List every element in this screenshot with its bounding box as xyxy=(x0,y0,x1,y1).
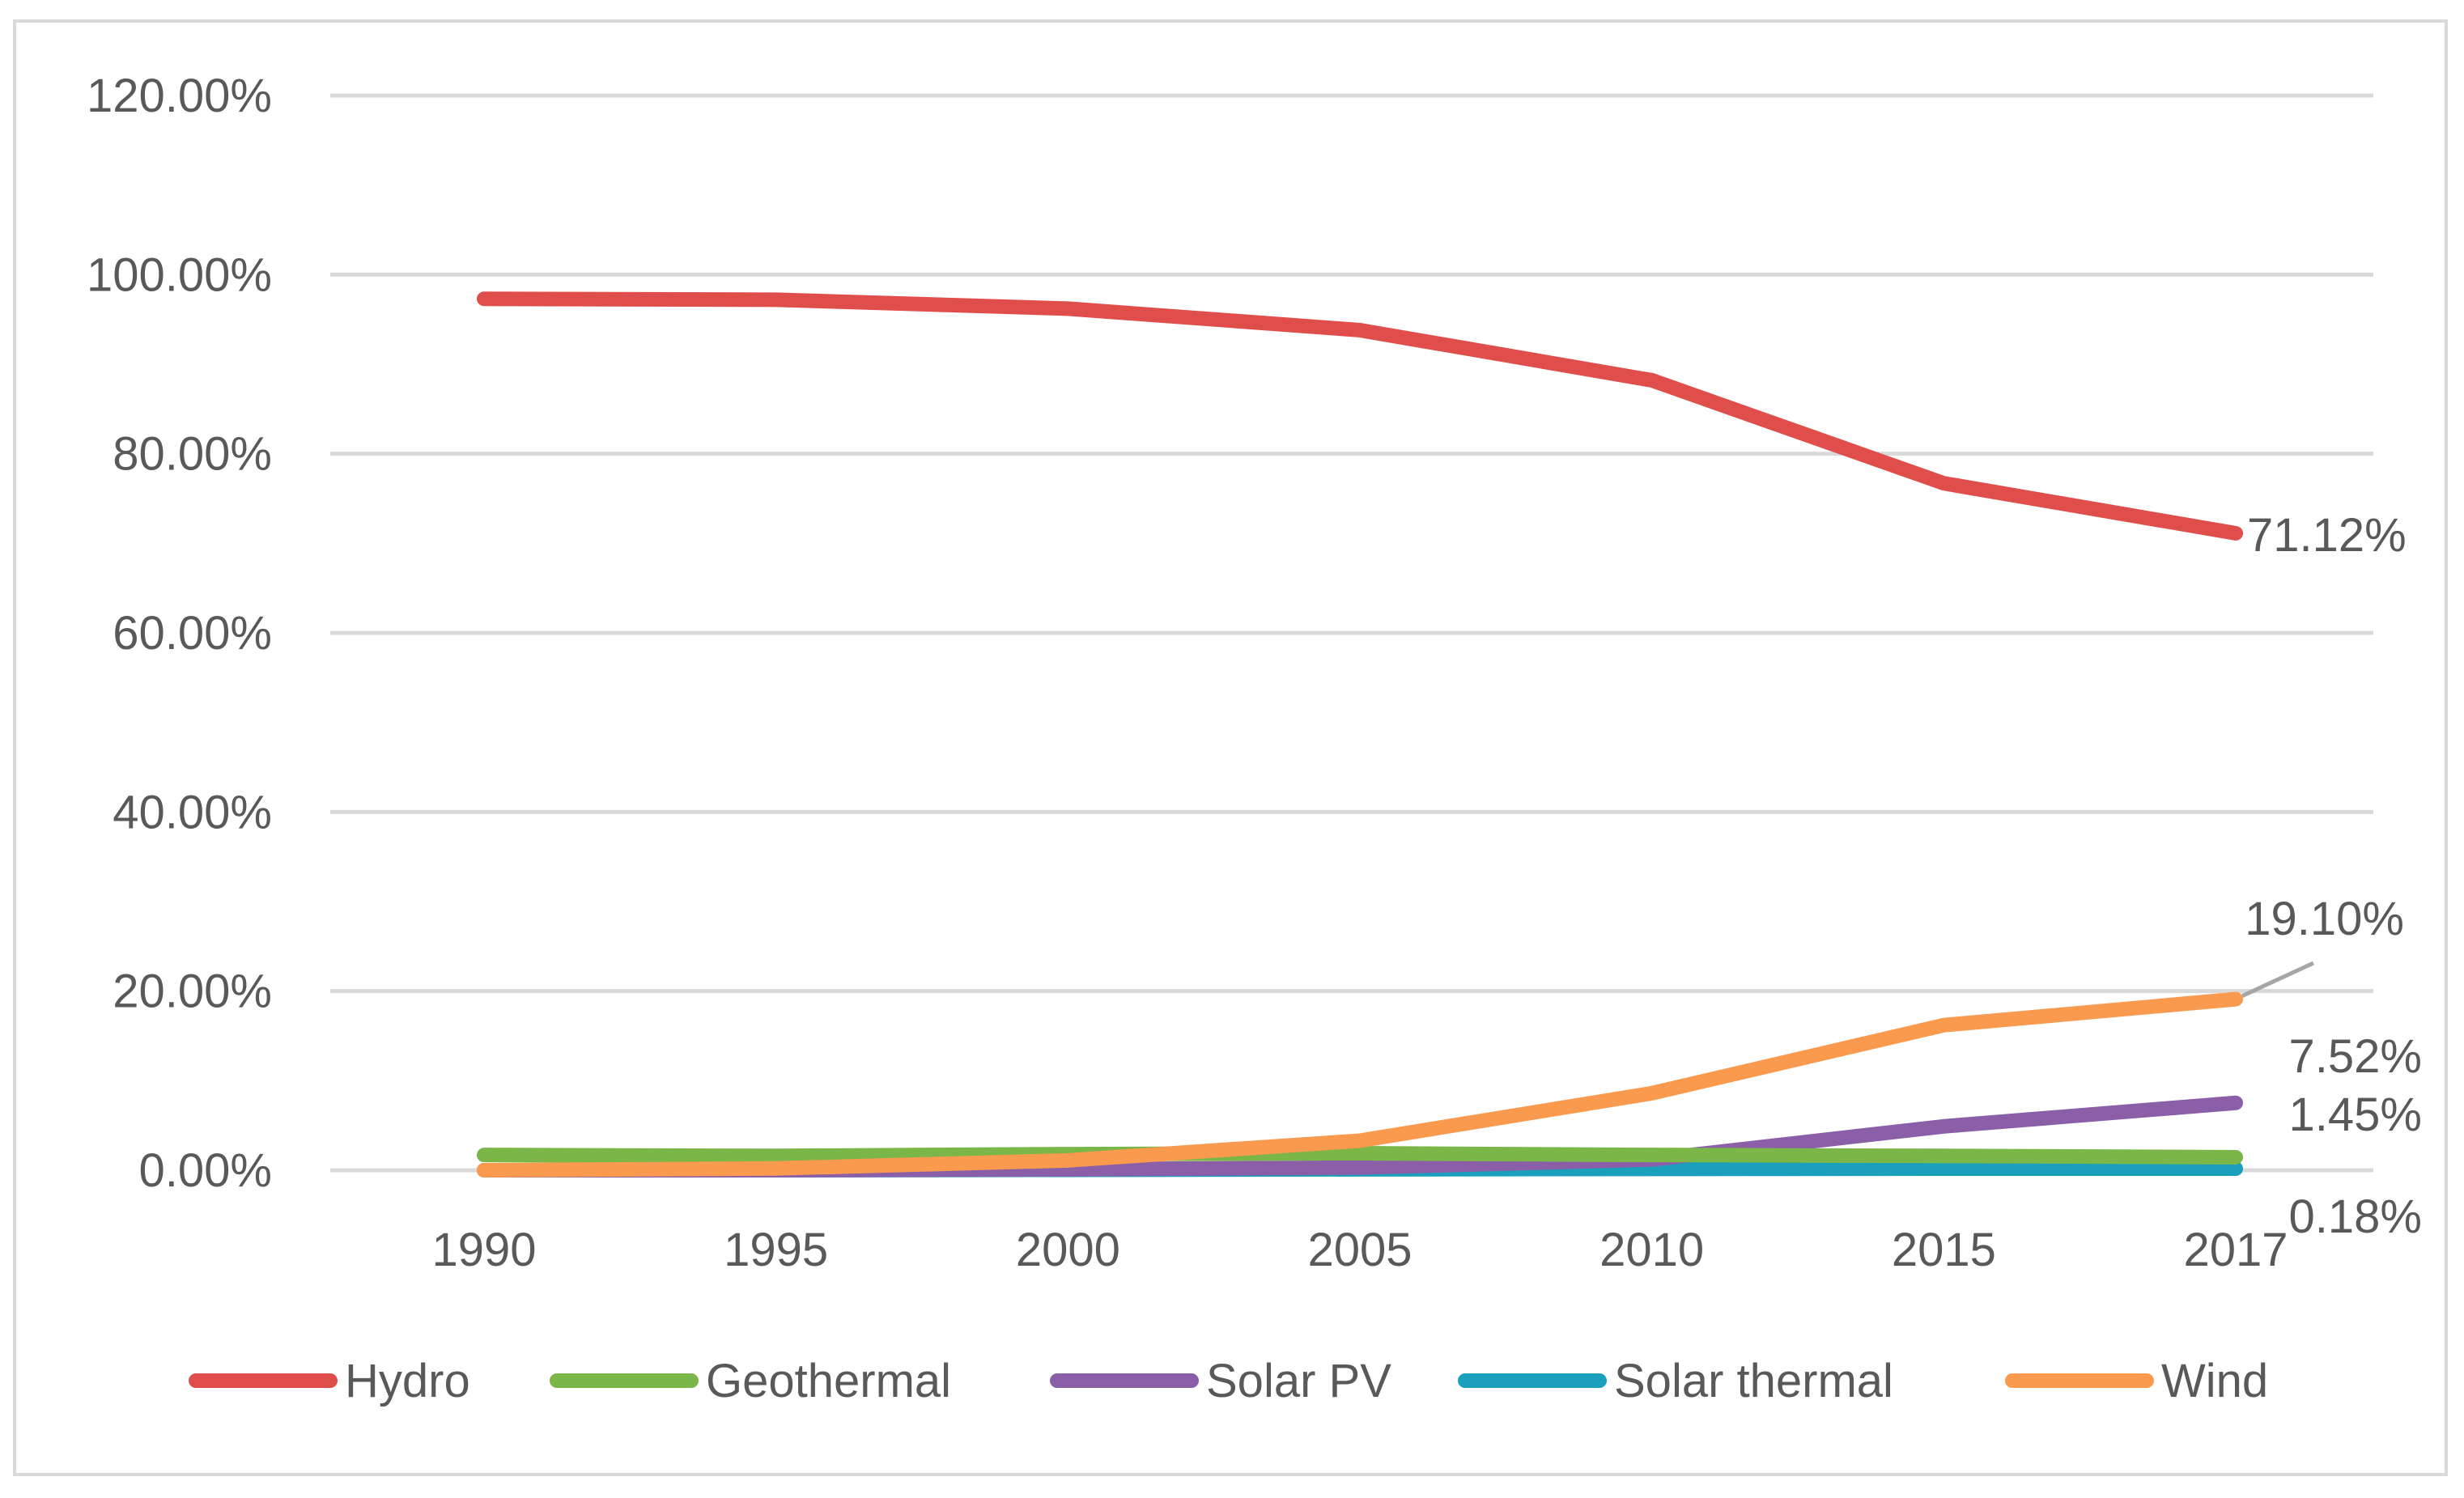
data-label-leader-line xyxy=(2241,961,2315,998)
x-tick-label: 1990 xyxy=(431,1224,536,1276)
y-tick-label: 120.00% xyxy=(87,70,272,122)
data-label-solar-thermal: 0.18% xyxy=(2289,1190,2422,1243)
y-axis-ticks: 0.00% 20.00% 40.00% 60.00% 80.00% 100.00% 120.… xyxy=(87,70,272,1197)
x-axis-ticks: 1990 1995 2000 2005 2010 2015 2017 xyxy=(431,1224,2288,1276)
x-tick-label: 2000 xyxy=(1016,1224,1120,1276)
y-tick-label: 100.00% xyxy=(87,248,272,301)
data-label-wind: 19.10% xyxy=(2245,893,2404,945)
legend-label-geothermal: Geothermal xyxy=(706,1355,951,1407)
series-line-geothermal xyxy=(477,1145,2243,1165)
series-line-hydro xyxy=(477,291,2243,541)
legend: Hydro Geothermal Solar PV Solar thermal Wind xyxy=(189,1355,2268,1407)
legend-label-solar-thermal: Solar thermal xyxy=(1614,1355,1893,1407)
y-tick-label: 0.00% xyxy=(139,1144,272,1197)
legend-label-wind: Wind xyxy=(2161,1355,2268,1407)
chart-frame xyxy=(13,19,2448,1476)
x-tick-label: 2017 xyxy=(2183,1224,2288,1276)
x-tick-label: 2015 xyxy=(1892,1224,1996,1276)
data-label-hydro: 71.12% xyxy=(2247,509,2407,562)
series-lines xyxy=(477,291,2243,1178)
legend-label-solar-pv: Solar PV xyxy=(1206,1355,1391,1407)
x-tick-label: 2005 xyxy=(1307,1224,1412,1276)
y-tick-label: 40.00% xyxy=(113,786,272,838)
data-label-solar-pv: 7.52% xyxy=(2289,1030,2422,1083)
x-tick-label: 2010 xyxy=(1599,1224,1704,1276)
data-labels: 71.12% 1.45%7.52% 0.18% 19.10% xyxy=(2241,509,2422,1243)
series-line-wind xyxy=(477,991,2243,1178)
data-label-geothermal: 1.45% xyxy=(2289,1088,2422,1141)
y-tick-label: 60.00% xyxy=(113,607,272,660)
y-tick-label: 20.00% xyxy=(113,965,272,1018)
y-tick-label: 80.00% xyxy=(113,428,272,481)
legend-label-hydro: Hydro xyxy=(345,1355,470,1407)
x-tick-label: 1995 xyxy=(724,1224,828,1276)
